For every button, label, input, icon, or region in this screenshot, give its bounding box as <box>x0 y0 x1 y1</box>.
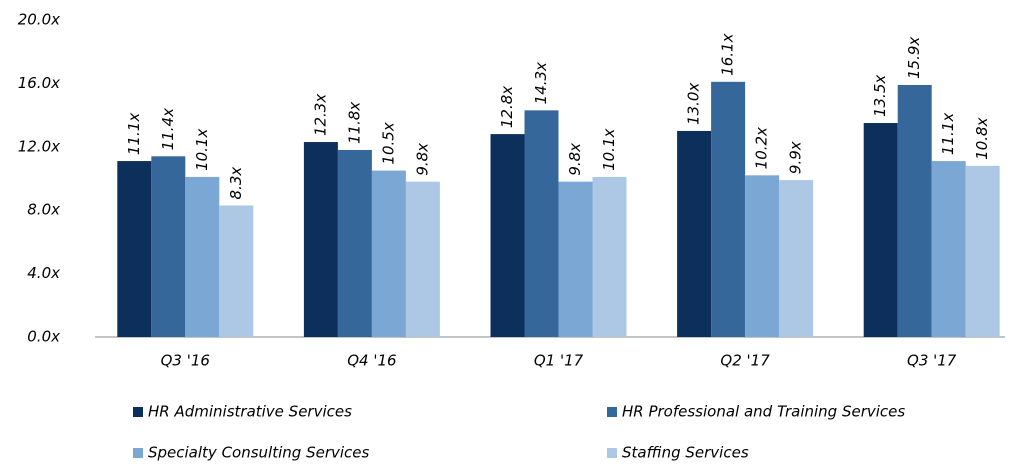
value-label: 11.8x <box>345 102 363 144</box>
y-tick-label: 8.0x <box>27 201 60 219</box>
bar <box>371 170 406 337</box>
value-label: 10.8x <box>973 117 991 159</box>
x-tick-label: Q1 '17 <box>534 352 584 370</box>
y-tick-label: 20.0x <box>18 11 60 29</box>
value-label: 11.4x <box>159 108 177 150</box>
bar <box>863 123 898 338</box>
x-tick-label: Q4 '16 <box>347 352 396 370</box>
value-label: 9.8x <box>413 143 431 176</box>
value-label: 15.9x <box>905 37 923 79</box>
bar <box>931 161 966 337</box>
value-label: 13.0x <box>685 83 703 125</box>
bar <box>558 181 593 337</box>
y-tick-label: 16.0x <box>18 74 60 92</box>
bar <box>779 180 814 337</box>
value-label: 10.2x <box>753 127 771 169</box>
legend-label: HR Administrative Services <box>148 403 352 421</box>
bar <box>524 110 559 337</box>
bar <box>219 205 254 337</box>
value-label: 14.3x <box>532 62 550 104</box>
legend-swatch <box>133 407 143 417</box>
bar <box>185 176 220 337</box>
value-label: 10.1x <box>193 129 211 171</box>
y-tick-label: 12.0x <box>18 137 60 155</box>
legend-swatch <box>607 448 617 458</box>
legend-swatch <box>133 448 143 458</box>
x-tick-label: Q3 '16 <box>161 352 210 370</box>
x-tick-label: Q3 '17 <box>907 352 957 370</box>
legend-label: Staffing Services <box>622 444 749 462</box>
value-label: 10.5x <box>379 122 397 164</box>
y-tick-label: 4.0x <box>27 264 60 282</box>
bar <box>337 149 372 337</box>
y-tick-label: 0.0x <box>27 328 60 346</box>
bar <box>711 81 746 337</box>
legend-label: Specialty Consulting Services <box>148 444 370 462</box>
value-label: 9.8x <box>566 143 584 176</box>
bar <box>677 130 712 337</box>
value-label: 12.8x <box>498 86 516 128</box>
bar <box>151 156 186 337</box>
value-label: 8.3x <box>227 167 245 200</box>
bar <box>490 134 525 337</box>
bar <box>303 142 338 337</box>
value-label: 12.3x <box>311 94 329 136</box>
value-label: 11.1x <box>939 113 957 155</box>
bar <box>117 161 152 337</box>
bar <box>405 181 440 337</box>
value-label: 10.1x <box>600 129 618 171</box>
bar <box>965 165 1000 337</box>
legend-swatch <box>607 407 617 417</box>
bar <box>592 176 627 337</box>
x-tick-label: Q2 '17 <box>720 352 770 370</box>
bar <box>897 84 932 337</box>
legend-label: HR Professional and Training Services <box>622 403 905 421</box>
value-label: 11.1x <box>125 113 143 155</box>
value-label: 13.5x <box>871 75 889 117</box>
value-label: 9.9x <box>787 141 805 174</box>
value-label: 16.1x <box>719 33 737 75</box>
bar <box>745 175 780 337</box>
